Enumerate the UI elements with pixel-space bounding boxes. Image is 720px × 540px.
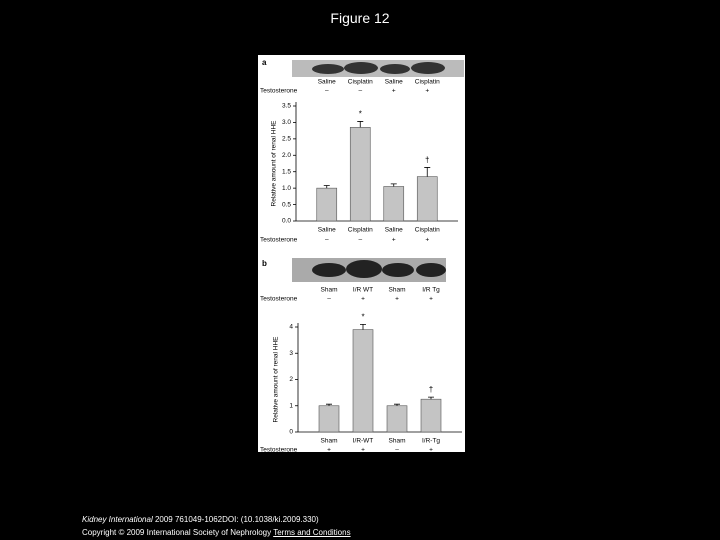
x-tick-label: Sham [389, 438, 406, 445]
y-tick-label: 0 [289, 429, 293, 436]
blot-bands-a [312, 62, 445, 74]
x-tick-label: Cisplatin [348, 227, 373, 234]
y-tick-label: 3 [289, 350, 293, 357]
blot-row-value: – [358, 88, 362, 95]
y-tick-label: 3.5 [282, 103, 291, 110]
y-tick-label: 1.0 [282, 185, 291, 192]
row-value: + [392, 237, 396, 244]
row-value: – [395, 447, 399, 454]
copyright-line: Copyright © 2009 International Society o… [82, 528, 351, 537]
y-tick-label: 2 [289, 376, 293, 383]
blot-row-value: – [327, 296, 331, 303]
error-bar [390, 183, 397, 187]
blot-category: Saline [318, 79, 336, 86]
citation-text: 2009 761049-1062DOI: (10.1038/ki.2009.33… [154, 515, 319, 524]
y-tick-label: 2.0 [282, 152, 291, 159]
copyright: Copyright © 2009 International Society o… [82, 528, 272, 537]
error-bar [323, 185, 330, 189]
annotation: † [429, 385, 433, 394]
blot-row-value: + [425, 88, 429, 95]
x-tick-label: Sham [321, 438, 338, 445]
blot-row-value: + [392, 88, 396, 95]
blot-row-value: + [429, 296, 433, 303]
y-tick-label: 1 [289, 402, 293, 409]
x-tick-label: Saline [385, 227, 403, 234]
panel-label: b [262, 259, 267, 268]
citation: Kidney International 2009 761049-1062DOI… [82, 515, 319, 524]
journal: Kidney International [82, 515, 153, 524]
annotation: † [425, 156, 429, 165]
bar [416, 176, 438, 222]
error-bar [357, 121, 364, 128]
blot-category: I/R Tg [422, 287, 440, 294]
row-value: + [429, 447, 433, 454]
blot-row-value: + [361, 296, 365, 303]
y-tick-label: 4 [289, 324, 293, 331]
blot-category: Cisplatin [348, 79, 373, 86]
row-label: Testosterone [260, 237, 298, 244]
blot-row-label: Testosterone [260, 88, 298, 95]
blot-row-value: – [325, 88, 329, 95]
slide-title: Figure 12 [330, 10, 390, 26]
blot-category: Sham [389, 287, 406, 294]
y-axis-label: Relative amount of renal HHE [273, 336, 280, 423]
bar [349, 127, 371, 222]
blot-category: I/R WT [353, 287, 373, 294]
x-tick-label: Cisplatin [415, 227, 440, 234]
terms-link[interactable]: Terms and Conditions [273, 528, 351, 537]
blot-category: Sham [321, 287, 338, 294]
panel-label: a [262, 58, 267, 67]
blot-category: Saline [385, 79, 403, 86]
row-value: + [361, 447, 365, 454]
blot-bands-b [312, 260, 446, 278]
row-value: – [358, 237, 362, 244]
blot-row-value: + [395, 296, 399, 303]
error-bar [326, 403, 332, 406]
bar [383, 186, 405, 222]
row-value: + [425, 237, 429, 244]
bar [386, 405, 408, 433]
error-bar [424, 167, 431, 177]
y-axis-label: Relative amount of renal HHE [271, 120, 278, 207]
blot-category: Cisplatin [415, 79, 440, 86]
y-tick-label: 3.0 [282, 119, 291, 126]
annotation: * [361, 312, 364, 321]
bar [352, 329, 374, 433]
y-tick-label: 1.5 [282, 168, 291, 175]
bar [318, 405, 340, 433]
x-tick-label: I/R-Tg [422, 438, 440, 445]
blot-row-label: Testosterone [260, 296, 298, 303]
x-tick-label: Saline [318, 227, 336, 234]
bar [316, 187, 338, 222]
annotation: * [359, 110, 362, 119]
error-bar [428, 396, 434, 400]
bar [420, 398, 442, 433]
row-value: – [325, 237, 329, 244]
y-tick-label: 2.5 [282, 136, 291, 143]
row-value: + [327, 447, 331, 454]
row-label: Testosterone [260, 447, 298, 454]
error-bar [394, 403, 400, 406]
y-tick-label: 0.0 [282, 218, 291, 225]
x-tick-label: I/R-WT [353, 438, 374, 445]
error-bar [360, 323, 366, 330]
y-tick-label: 0.5 [282, 201, 291, 208]
